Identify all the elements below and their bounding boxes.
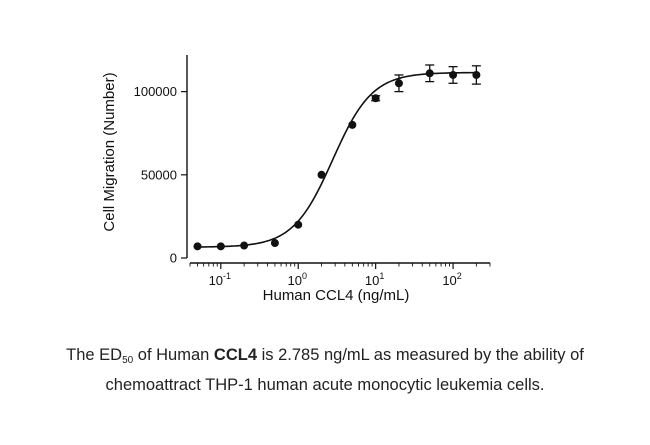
x-tick-label: 100 — [287, 271, 306, 288]
x-tick-label: 102 — [442, 271, 461, 288]
fit-curve — [197, 71, 477, 248]
caption-text-3: is 2.785 ng/mL as measured by the abilit… — [257, 346, 584, 364]
data-point — [449, 70, 458, 79]
data-points-layer — [193, 64, 481, 251]
caption-line-2: chemoattract THP-1 human acute monocytic… — [105, 376, 545, 394]
data-point — [371, 94, 380, 103]
fit-curve-layer — [197, 71, 477, 248]
dose-response-chart: 0 50000 100000 10-1 100 101 102 Human CCL4 (ng… — [101, 55, 491, 304]
data-point — [240, 241, 249, 250]
y-tick-label: 0 — [170, 251, 177, 266]
caption-line-1: The ED50 of Human CCL4 is 2.785 ng/mL as… — [0, 340, 650, 370]
data-point — [472, 70, 481, 79]
data-point — [216, 242, 225, 251]
data-point — [317, 170, 326, 179]
caption-protein-name: CCL4 — [213, 346, 258, 364]
caption-text-2: of Human — [133, 346, 214, 364]
figure-caption: The ED50 of Human CCL4 is 2.785 ng/mL as… — [0, 340, 650, 400]
data-point — [270, 239, 279, 248]
y-tick-label: 50000 — [141, 167, 177, 182]
data-point — [193, 242, 202, 251]
data-point — [294, 220, 303, 229]
y-tick-label: 100000 — [134, 84, 177, 99]
x-tick-label: 10-1 — [209, 271, 231, 288]
caption-subscript: 50 — [122, 355, 134, 366]
data-point — [394, 79, 403, 88]
chart-axes: 0 50000 100000 10-1 100 101 102 — [134, 55, 491, 288]
x-tick-label: 101 — [365, 271, 384, 288]
x-axis-title: Human CCL4 (ng/mL) — [263, 287, 410, 304]
data-point — [425, 69, 434, 78]
data-point — [348, 120, 357, 129]
caption-text-1: The ED — [66, 346, 123, 364]
y-axis-title: Cell Migration (Number) — [101, 72, 118, 231]
